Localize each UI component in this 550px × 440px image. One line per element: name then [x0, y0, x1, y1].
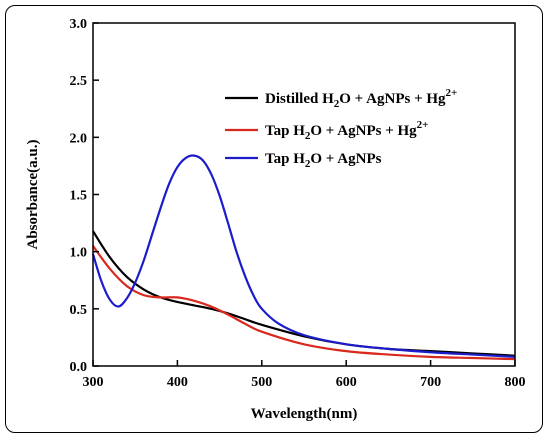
y-axis-title: Absorbance(a.u.)	[25, 139, 41, 249]
legend: Distilled H2O + AgNPs + Hg2+ Tap H2O + Ag…	[225, 87, 457, 170]
series-layer	[91, 154, 516, 361]
y-tick-label: 1.5	[70, 189, 88, 204]
y-tick-label: 2.0	[70, 131, 88, 146]
series-line-0	[92, 230, 516, 357]
y-tick-label: 1.0	[70, 246, 88, 261]
x-tick-label: 700	[420, 375, 441, 390]
legend-label-1: Tap H2O + AgNPs + Hg2+	[265, 119, 428, 142]
x-tick-label: 600	[336, 375, 357, 390]
ticks-layer: 300 400 500 600 700 800 0.0 0.5 1.0 1.5 2.0 2.5 3.0	[70, 17, 526, 390]
x-tick-label: 300	[83, 375, 104, 390]
legend-label-2: Tap H2O + AgNPs	[265, 151, 382, 170]
y-tick-label: 3.0	[70, 17, 88, 32]
y-tick-label: 0.5	[70, 303, 88, 318]
x-tick-label: 800	[505, 375, 526, 390]
x-tick-label: 500	[251, 375, 272, 390]
plot-area-border	[92, 22, 516, 367]
legend-label-0: Distilled H2O + AgNPs + Hg2+	[265, 87, 457, 110]
x-tick-label: 400	[167, 375, 188, 390]
figure-frame	[5, 5, 543, 433]
series-line-1	[92, 245, 516, 361]
series-line-2	[91, 154, 516, 358]
y-tick-label: 2.5	[70, 74, 88, 89]
y-tick-label: 0.0	[70, 360, 88, 375]
x-axis-title: Wavelength(nm)	[251, 406, 358, 422]
